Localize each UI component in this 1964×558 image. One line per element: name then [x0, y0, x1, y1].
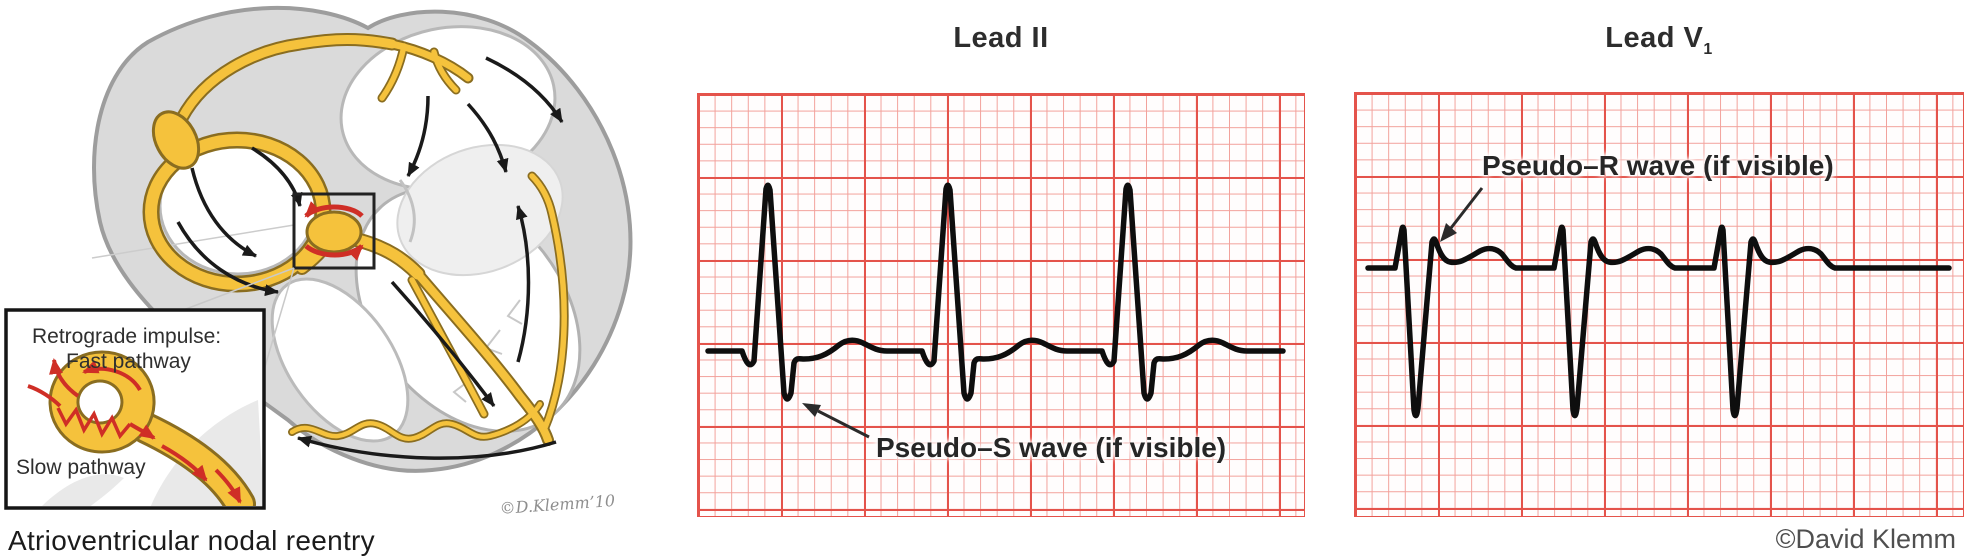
lead2-ecg-trace [705, 182, 1286, 439]
av-node-zoom-box [292, 192, 376, 270]
v1-ecg-grid [1354, 92, 1964, 517]
activation-arrows [176, 56, 564, 460]
figure-caption: Atrioventricular nodal reentry [8, 525, 375, 556]
av-node [305, 210, 363, 254]
pseudoS-arrow [802, 403, 870, 439]
av-node-inset: Retrograde impulse: Fast pathway Slow pa… [4, 308, 266, 510]
pseudoS-annotation: Pseudo–S wave (if visible) [876, 432, 1227, 463]
sa-node [151, 110, 201, 170]
heart-illustration: Retrograde impulse: Fast pathway Slow pa… [4, 6, 633, 518]
v1-ecg-strip [1354, 92, 1964, 517]
conduction-system [145, 35, 567, 444]
v1-title-main: Lead V [1605, 22, 1704, 54]
zoom-connector-line [263, 267, 295, 371]
pseudoR-annotation: Pseudo–R wave (if visible) [1482, 150, 1834, 181]
v1-ecg-trace [1365, 187, 1952, 419]
inset-title-line1: Retrograde impulse: [32, 325, 221, 348]
lead2-title: Lead II [953, 22, 1049, 54]
inset-slow-pathway-label: Slow pathway [16, 456, 146, 479]
zoom-connector-line [177, 267, 295, 313]
lead2-ecg-strip [697, 93, 1305, 517]
pseudoR-arrow [1440, 187, 1484, 242]
v1-title-sub: 1 [1703, 40, 1713, 58]
reentry-arrows [304, 201, 364, 261]
v1-title: Lead V1 [1354, 22, 1964, 59]
inset-title-line2: Fast pathway [66, 350, 191, 373]
artist-signature: ©D.Klemm’10 [499, 491, 616, 518]
valve-region [396, 143, 564, 277]
lead2-ecg-grid [697, 93, 1305, 517]
artist-credit: ©David Klemm [1775, 524, 1956, 554]
